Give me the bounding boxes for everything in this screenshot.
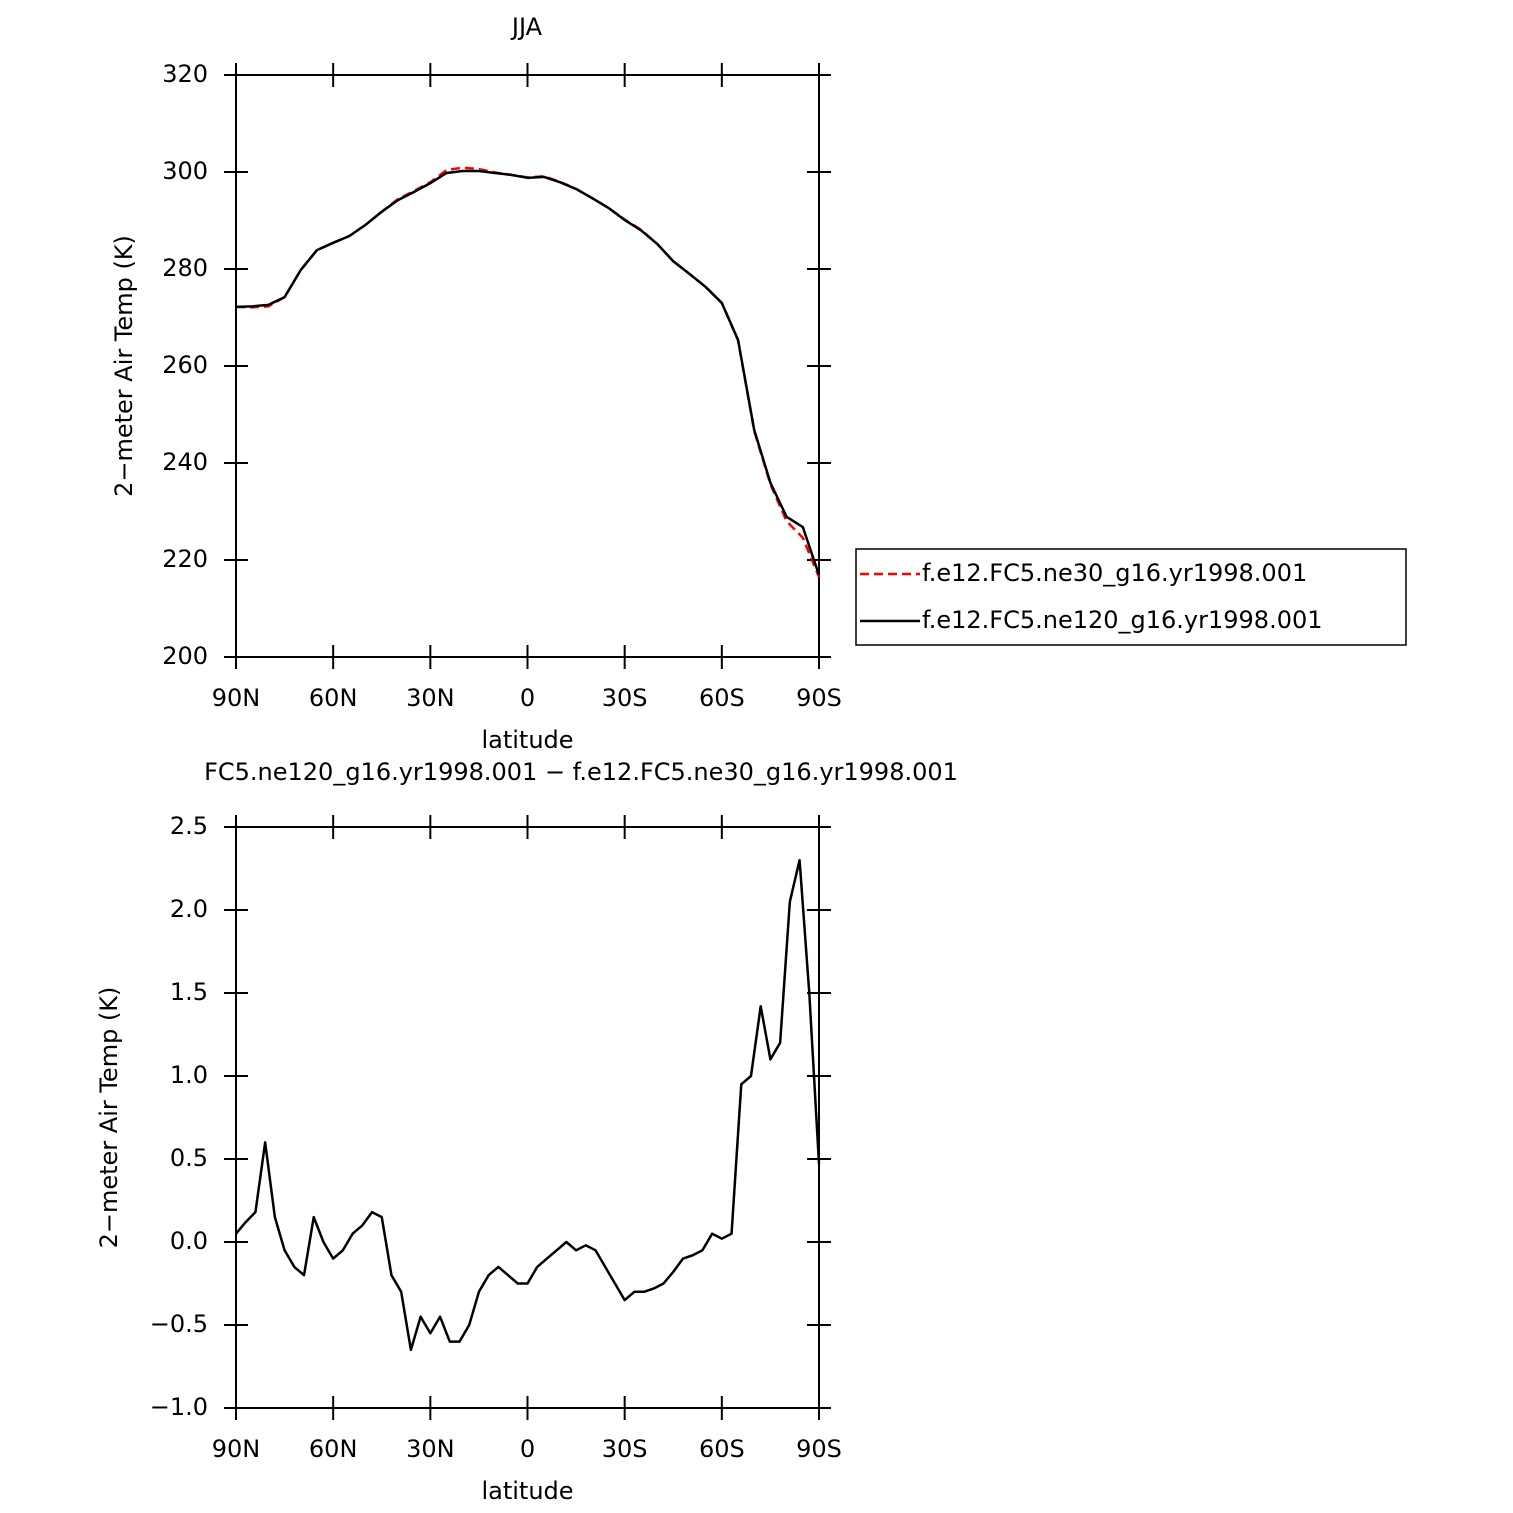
x-tick-label: 30S xyxy=(602,684,648,712)
y-axis-label: 2−meter Air Temp (K) xyxy=(95,987,123,1249)
y-tick-label: 280 xyxy=(162,254,208,282)
plot-frame xyxy=(235,74,820,658)
chart-title: JJA xyxy=(510,13,543,41)
y-tick-label: −0.5 xyxy=(150,1310,208,1338)
y-tick-label: 0.5 xyxy=(170,1144,208,1172)
y-tick-label: 0.0 xyxy=(170,1227,208,1255)
data-line xyxy=(235,166,821,578)
plot-frame xyxy=(235,826,820,1409)
y-tick-label: 260 xyxy=(162,351,208,379)
x-tick-label: 60S xyxy=(699,1435,745,1463)
legend-label: f.e12.FC5.ne30_g16.yr1998.001 xyxy=(922,559,1307,587)
x-tick-label: 30N xyxy=(406,684,455,712)
x-tick-label: 0 xyxy=(520,684,535,712)
y-tick-label: 200 xyxy=(162,642,208,670)
y-tick-label: 320 xyxy=(162,60,208,88)
y-tick-label: 240 xyxy=(162,448,208,476)
y-tick-label: 2.5 xyxy=(170,812,208,840)
legend-label: f.e12.FC5.ne120_g16.yr1998.001 xyxy=(922,606,1323,634)
x-tick-label: 90S xyxy=(796,684,842,712)
x-tick-label: 30S xyxy=(602,1435,648,1463)
y-tick-label: 1.5 xyxy=(170,978,208,1006)
y-tick-label: 1.0 xyxy=(170,1061,208,1089)
legend-box xyxy=(855,548,1407,646)
x-tick-label: 60N xyxy=(309,1435,358,1463)
x-tick-label: 30N xyxy=(406,1435,455,1463)
y-tick-label: 300 xyxy=(162,157,208,185)
x-tick-label: 90N xyxy=(212,684,261,712)
x-tick-label: 90N xyxy=(212,1435,261,1463)
x-axis-label: latitude xyxy=(481,726,573,754)
x-tick-label: 60N xyxy=(309,684,358,712)
chart-title: FC5.ne120_g16.yr1998.001 − f.e12.FC5.ne3… xyxy=(204,758,958,786)
x-tick-label: 60S xyxy=(699,684,745,712)
y-tick-label: −1.0 xyxy=(150,1393,208,1421)
x-tick-label: 0 xyxy=(520,1435,535,1463)
x-axis-label: latitude xyxy=(481,1477,573,1505)
x-tick-label: 90S xyxy=(796,1435,842,1463)
y-tick-label: 2.0 xyxy=(170,895,208,923)
data-line xyxy=(235,858,821,1352)
y-tick-label: 220 xyxy=(162,545,208,573)
y-axis-label: 2−meter Air Temp (K) xyxy=(110,235,138,497)
data-line xyxy=(235,169,821,576)
